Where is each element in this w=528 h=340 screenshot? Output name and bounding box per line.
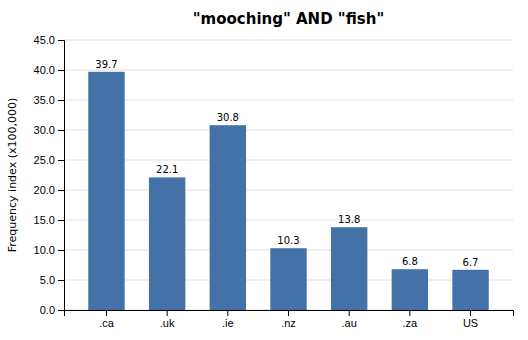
grid-line: [64, 130, 513, 131]
x-tick-label: .za: [403, 317, 419, 329]
y-tick: 45.0: [34, 34, 64, 46]
y-tick-mark: [58, 70, 64, 71]
y-axis: 0.0 5.0 10.0 15.0 20.0 25.0 30.0 35.0 40.0 45.0: [34, 34, 65, 316]
x-tick-label: .ie: [222, 317, 234, 329]
y-tick-label: 45.0: [34, 34, 55, 46]
y-tick-mark: [58, 100, 64, 101]
data-label: 30.8: [217, 112, 239, 123]
x-tick: US: [463, 310, 478, 329]
data-label: 10.3: [277, 235, 299, 246]
x-axis-line: [65, 311, 514, 317]
y-tick: 25.0: [34, 154, 64, 166]
x-tick-mark: [470, 310, 471, 316]
y-tick-mark: [58, 160, 64, 161]
grid-line: [64, 160, 513, 161]
bar: [452, 270, 488, 310]
y-tick-label: 40.0: [34, 64, 55, 76]
x-tick-label: .nz: [281, 317, 296, 329]
bar: [210, 125, 246, 310]
y-axis-line: [58, 41, 65, 311]
x-axis: .ca .uk .ie .nz .au .za US: [65, 310, 514, 329]
x-tick-label: .ca: [99, 317, 115, 329]
data-label: 22.1: [156, 164, 178, 175]
y-tick-mark: [58, 220, 64, 221]
title: "mooching" AND "fish": [193, 10, 384, 28]
grid-line: [64, 40, 513, 41]
y-tick-label: 35.0: [34, 94, 55, 106]
y-tick: 20.0: [34, 184, 64, 196]
y-tick: 40.0: [34, 64, 64, 76]
bar: [88, 72, 124, 310]
data-labels: 39.7 22.1 30.8 10.3 13.8 6.8 6.7: [95, 59, 478, 268]
x-tick: .uk: [160, 310, 175, 329]
grid-line: [64, 220, 513, 221]
x-tick-label: US: [463, 317, 478, 329]
chart: 0.0 5.0 10.0 15.0 20.0 25.0 30.0 35.0 40.0 45.0 .c…: [0, 0, 528, 340]
x-tick-mark: [349, 310, 350, 316]
y-tick: 0.0: [40, 304, 64, 316]
x-tick: .za: [403, 310, 419, 329]
x-tick-label: .uk: [160, 317, 175, 329]
x-tick-mark: [167, 310, 168, 316]
y-tick-label: 0.0: [40, 304, 55, 316]
y-tick-mark: [58, 280, 64, 281]
y-tick: 10.0: [34, 244, 64, 256]
x-tick-mark: [288, 310, 289, 316]
x-tick-mark: [227, 310, 228, 316]
data-label: 13.8: [338, 214, 360, 225]
x-tick-label: .au: [342, 317, 357, 329]
x-tick: .ca: [99, 310, 115, 329]
y-tick-mark: [58, 40, 64, 41]
y-tick-label: 15.0: [34, 214, 55, 226]
bar: [149, 177, 185, 310]
y-tick-mark: [58, 250, 64, 251]
bar: [270, 248, 306, 310]
y-axis-title: Frequency index (x100,000): [6, 98, 19, 253]
y-tick-label: 30.0: [34, 124, 55, 136]
y-tick-label: 5.0: [40, 274, 55, 286]
x-tick-mark: [106, 310, 107, 316]
grid: [64, 40, 513, 310]
grid-line: [64, 190, 513, 191]
x-tick: .au: [342, 310, 357, 329]
y-tick: 15.0: [34, 214, 64, 226]
y-tick: 5.0: [40, 274, 64, 286]
bar: [331, 227, 367, 310]
y-tick-mark: [58, 190, 64, 191]
y-tick: 30.0: [34, 124, 64, 136]
x-tick: .ie: [222, 310, 234, 329]
y-tick-label: 20.0: [34, 184, 55, 196]
y-tick-label: 25.0: [34, 154, 55, 166]
y-tick: 35.0: [34, 94, 64, 106]
grid-line: [64, 70, 513, 71]
bars: [88, 72, 488, 310]
plot: 0.0 5.0 10.0 15.0 20.0 25.0 30.0 35.0 40.0 45.0 .c…: [34, 34, 514, 329]
y-tick-label: 10.0: [34, 244, 55, 256]
grid-line: [64, 100, 513, 101]
bar: [392, 269, 428, 310]
data-label: 39.7: [95, 59, 117, 70]
y-tick-mark: [58, 310, 64, 311]
y-tick-mark: [58, 130, 64, 131]
data-label: 6.7: [463, 257, 479, 268]
x-tick-mark: [409, 310, 410, 316]
x-tick: .nz: [281, 310, 296, 329]
data-label: 6.8: [402, 256, 418, 267]
